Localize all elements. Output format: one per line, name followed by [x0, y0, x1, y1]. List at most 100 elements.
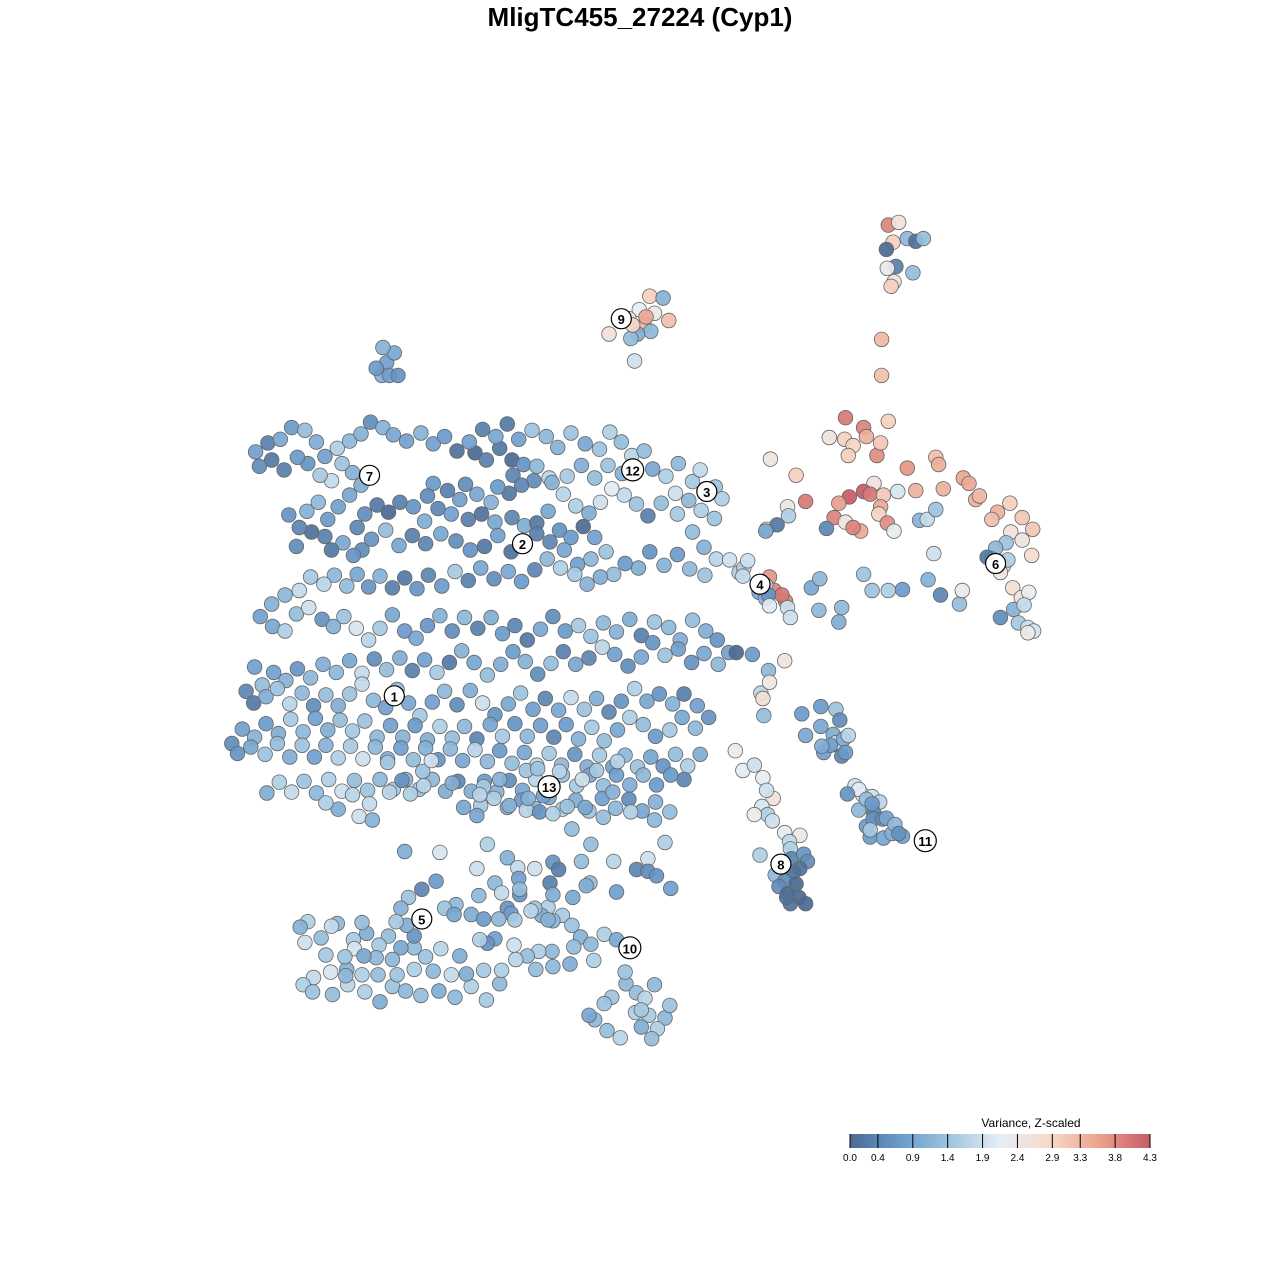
data-point	[812, 571, 828, 587]
data-point	[433, 526, 449, 542]
data-point	[283, 419, 300, 436]
points-layer	[224, 214, 1042, 1047]
data-point	[425, 475, 441, 492]
data-point	[519, 728, 536, 745]
data-point	[428, 873, 444, 889]
data-point	[647, 794, 664, 810]
data-point	[494, 626, 511, 642]
data-point	[400, 889, 417, 906]
data-point	[277, 587, 293, 603]
data-point	[276, 462, 292, 478]
data-point	[493, 656, 509, 673]
data-point	[581, 1007, 597, 1024]
data-point	[348, 620, 365, 637]
data-point	[592, 494, 609, 511]
data-point	[608, 884, 625, 900]
data-point	[587, 470, 603, 486]
data-point	[837, 744, 854, 761]
data-point	[462, 682, 479, 699]
data-point	[409, 581, 425, 597]
data-point	[341, 653, 358, 669]
data-point	[490, 527, 506, 544]
data-point	[381, 784, 398, 800]
cluster-label-10: 10	[618, 936, 642, 960]
data-point	[565, 889, 581, 906]
data-point	[651, 686, 668, 702]
data-point	[365, 692, 382, 709]
data-point	[544, 474, 560, 491]
data-point	[577, 436, 593, 452]
data-point	[341, 433, 358, 449]
data-point	[283, 711, 299, 727]
legend-tick-label: 1.9	[976, 1153, 990, 1164]
data-point	[635, 716, 651, 733]
data-point	[302, 670, 319, 686]
data-point	[576, 701, 593, 718]
cluster-label-text: 6	[992, 557, 999, 572]
data-point	[862, 822, 878, 838]
data-point	[318, 795, 334, 811]
data-point	[797, 896, 814, 912]
data-point	[538, 428, 555, 445]
data-point	[701, 709, 717, 726]
data-point	[681, 492, 697, 509]
cluster-label-7: 7	[358, 464, 381, 486]
data-point	[559, 468, 575, 484]
data-point	[655, 290, 671, 306]
cluster-label-text: 12	[625, 463, 639, 478]
data-point	[257, 746, 273, 763]
data-point	[292, 919, 308, 935]
data-point	[297, 422, 313, 439]
data-point	[367, 739, 384, 755]
chart-title: MligTC455_27224 (Cyp1)	[487, 2, 793, 32]
data-point	[646, 614, 663, 630]
data-point	[291, 582, 308, 599]
data-point	[642, 288, 658, 304]
data-point	[588, 762, 605, 779]
cluster-label-circle	[749, 573, 771, 595]
data-point	[414, 881, 430, 898]
data-point	[456, 718, 473, 735]
data-point	[368, 360, 384, 376]
data-point	[706, 510, 723, 527]
data-point	[472, 932, 488, 948]
data-point	[530, 666, 546, 682]
data-point	[689, 698, 706, 714]
data-point	[529, 458, 545, 475]
data-point	[778, 889, 795, 906]
legend-tick-label: 0.4	[871, 1153, 885, 1164]
data-point	[251, 458, 268, 475]
data-point	[432, 718, 448, 735]
data-point	[905, 265, 921, 281]
cluster-label-5: 5	[411, 908, 433, 930]
data-point	[645, 461, 661, 477]
data-point	[432, 844, 448, 861]
data-point	[245, 695, 262, 711]
data-point	[567, 746, 583, 763]
data-point	[483, 494, 499, 511]
data-point	[721, 552, 738, 568]
data-point	[669, 546, 686, 563]
data-point	[431, 983, 447, 999]
data-point	[858, 428, 875, 445]
data-point	[682, 561, 698, 577]
data-point	[657, 647, 673, 664]
data-point	[302, 569, 319, 585]
data-point	[595, 809, 612, 826]
data-point	[570, 617, 587, 634]
data-point	[643, 749, 659, 765]
data-point	[425, 963, 441, 979]
data-point	[344, 787, 361, 803]
data-point	[930, 456, 947, 473]
data-point	[814, 738, 830, 754]
data-point	[361, 796, 378, 812]
data-point	[577, 799, 593, 816]
legend-ticks: 0.0 0.4 0.9 1.4 1.9 2.4 2.9 3.3 3.8 4.3	[843, 1134, 1157, 1164]
data-point	[568, 656, 584, 673]
data-point	[472, 787, 488, 803]
data-point	[475, 911, 492, 927]
data-point	[646, 977, 663, 993]
data-point	[662, 722, 678, 738]
data-point	[419, 617, 436, 634]
legend-tick-label: 0.9	[906, 1153, 920, 1164]
